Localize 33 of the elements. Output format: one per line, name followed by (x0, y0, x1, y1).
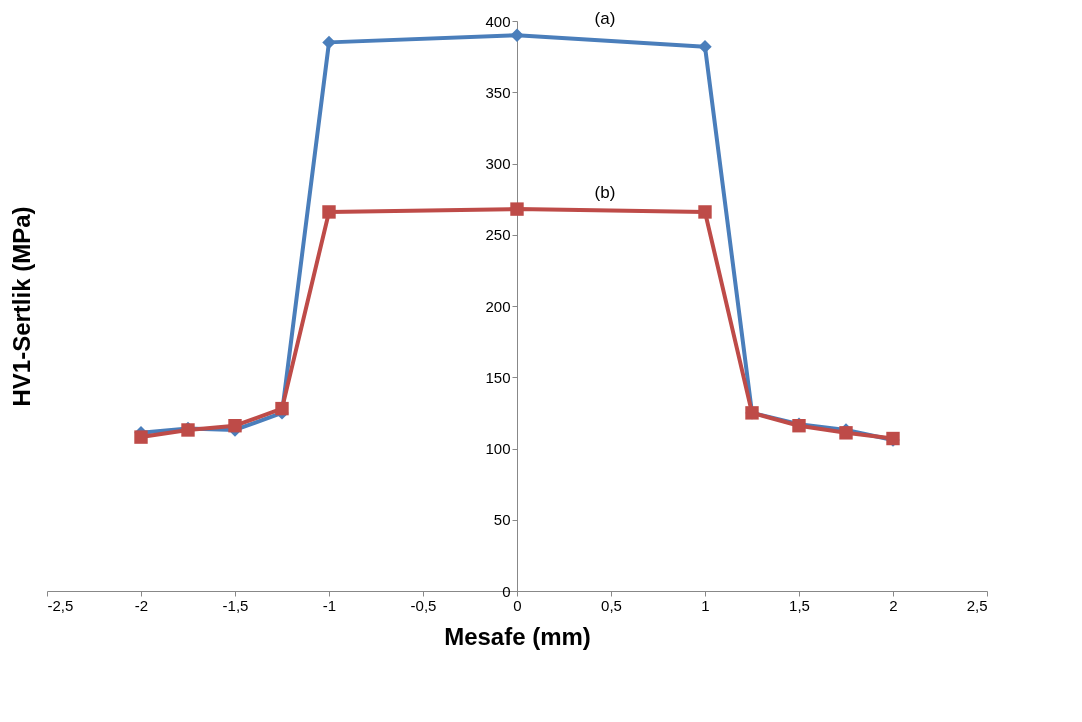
x-tick-label: -2,5 (47, 596, 74, 614)
y-axis-title: HV1-Sertlik (MPa) (8, 206, 36, 407)
point (275, 401, 289, 416)
x-axis-title: Mesafe (mm) (444, 622, 591, 650)
x-tick-label: 1,5 (789, 596, 810, 614)
y-tick-label: 150 (485, 368, 511, 386)
x-tick-label: 2 (889, 596, 898, 614)
y-tick-label: 200 (485, 297, 511, 315)
y-tick-label: 350 (485, 83, 511, 101)
x-tick-label: 0 (513, 596, 522, 614)
point (698, 205, 712, 219)
x-tick-label: 1 (701, 596, 710, 614)
x-tick-label: 0,5 (601, 596, 622, 614)
point (510, 202, 524, 216)
x-tick-label: -2 (134, 596, 149, 614)
point (134, 430, 148, 444)
y-tick-label: 0 (502, 582, 511, 600)
annotation: (b) (594, 183, 616, 203)
y-tick-label: 400 (485, 12, 511, 30)
x-tick-label: 2,5 (966, 596, 988, 614)
point (510, 28, 524, 42)
x-tick-label: -1 (322, 596, 337, 614)
x-tick-label: -0,5 (410, 596, 437, 614)
y-tick-label: 300 (485, 155, 511, 172)
point (322, 205, 336, 219)
point (322, 35, 336, 50)
point (228, 418, 242, 433)
y-tick-label: 50 (493, 511, 511, 529)
x-tick-label: -1,5 (222, 596, 249, 614)
y-tick-label: 250 (485, 226, 511, 244)
annotation: (a) (594, 9, 616, 29)
point (698, 39, 712, 54)
y-tick-label: 100 (485, 440, 511, 457)
